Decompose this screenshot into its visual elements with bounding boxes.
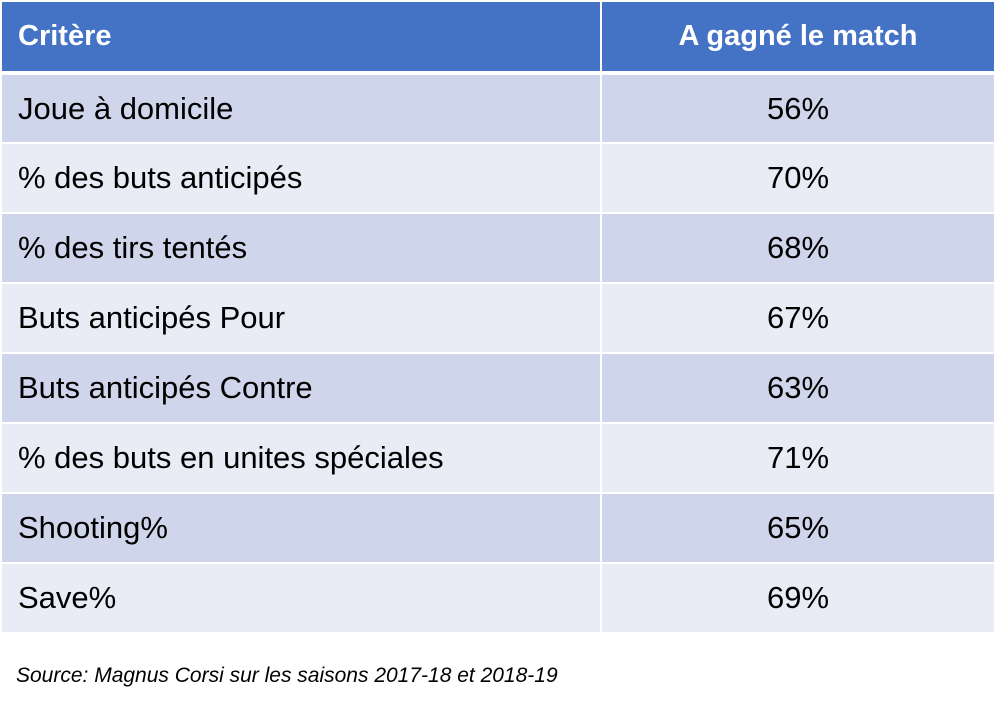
criterion-cell: Save% <box>0 562 602 634</box>
criterion-cell: % des buts en unites spéciales <box>0 422 602 494</box>
stats-table: Critère A gagné le match Joue à domicile… <box>0 0 996 634</box>
header-won-match: A gagné le match <box>600 0 996 75</box>
stats-table-container: Critère A gagné le match Joue à domicile… <box>0 0 996 634</box>
value-cell: 69% <box>600 562 996 634</box>
table-row: % des buts anticipés 70% <box>0 142 996 214</box>
table-row: Joue à domicile 56% <box>0 72 996 144</box>
source-caption: Source: Magnus Corsi sur les saisons 201… <box>16 664 558 687</box>
criterion-cell: Joue à domicile <box>0 72 602 144</box>
value-cell: 56% <box>600 72 996 144</box>
value-cell: 71% <box>600 422 996 494</box>
value-cell: 67% <box>600 282 996 354</box>
table-row: % des buts en unites spéciales 71% <box>0 422 996 494</box>
table-row: Shooting% 65% <box>0 492 996 564</box>
table-row: Save% 69% <box>0 562 996 634</box>
value-cell: 65% <box>600 492 996 564</box>
criterion-cell: Shooting% <box>0 492 602 564</box>
value-cell: 63% <box>600 352 996 424</box>
table-row: % des tirs tentés 68% <box>0 212 996 284</box>
criterion-cell: % des tirs tentés <box>0 212 602 284</box>
table-row: Buts anticipés Contre 63% <box>0 352 996 424</box>
criterion-cell: Buts anticipés Pour <box>0 282 602 354</box>
table-header-row: Critère A gagné le match <box>0 0 996 75</box>
header-criterion: Critère <box>0 0 602 75</box>
table-row: Buts anticipés Pour 67% <box>0 282 996 354</box>
criterion-cell: % des buts anticipés <box>0 142 602 214</box>
value-cell: 70% <box>600 142 996 214</box>
value-cell: 68% <box>600 212 996 284</box>
criterion-cell: Buts anticipés Contre <box>0 352 602 424</box>
